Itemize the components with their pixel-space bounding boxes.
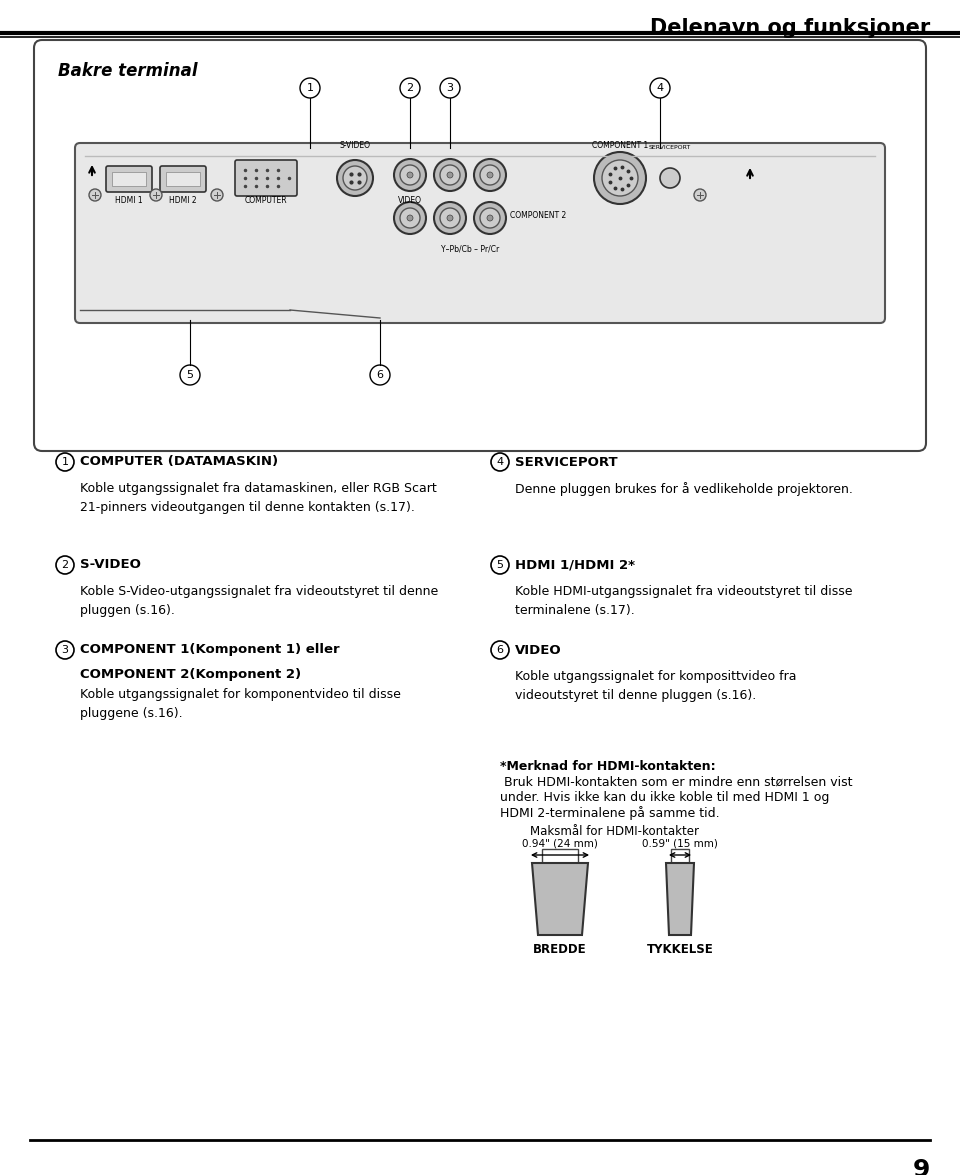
Bar <box>112 172 146 186</box>
Circle shape <box>343 166 367 190</box>
Text: 0.59" (15 mm): 0.59" (15 mm) <box>642 839 718 850</box>
Circle shape <box>480 165 500 184</box>
Text: 9: 9 <box>913 1159 930 1175</box>
Text: COMPONENT 1(Komponent 1) eller: COMPONENT 1(Komponent 1) eller <box>80 644 340 657</box>
Circle shape <box>56 556 74 575</box>
Text: 3: 3 <box>61 645 68 654</box>
Circle shape <box>440 165 460 184</box>
Circle shape <box>300 78 320 98</box>
FancyBboxPatch shape <box>235 160 297 196</box>
Text: S-VIDEO: S-VIDEO <box>340 141 371 150</box>
Circle shape <box>660 168 680 188</box>
Circle shape <box>594 152 646 204</box>
Circle shape <box>474 202 506 234</box>
Text: COMPUTER (DATAMASKIN): COMPUTER (DATAMASKIN) <box>80 456 278 469</box>
Circle shape <box>400 208 420 228</box>
Text: Maksmål for HDMI-kontakter: Maksmål for HDMI-kontakter <box>531 825 700 838</box>
FancyBboxPatch shape <box>160 166 206 192</box>
Text: Denne pluggen brukes for å vedlikeholde projektoren.: Denne pluggen brukes for å vedlikeholde … <box>515 482 852 496</box>
Circle shape <box>337 160 373 196</box>
Text: VIDEO: VIDEO <box>515 644 562 657</box>
Circle shape <box>56 454 74 471</box>
Text: COMPUTER: COMPUTER <box>245 196 287 204</box>
Circle shape <box>150 189 162 201</box>
Text: COMPONENT 2: COMPONENT 2 <box>510 210 566 220</box>
Circle shape <box>370 365 390 385</box>
Text: HDMI 2-terminalene på samme tid.: HDMI 2-terminalene på samme tid. <box>500 806 720 820</box>
Circle shape <box>491 642 509 659</box>
Circle shape <box>434 159 466 192</box>
Circle shape <box>491 556 509 575</box>
Circle shape <box>56 642 74 659</box>
Circle shape <box>447 172 453 177</box>
Circle shape <box>474 159 506 192</box>
Circle shape <box>394 202 426 234</box>
Text: 5: 5 <box>496 560 503 570</box>
Text: COMPONENT 2(Komponent 2): COMPONENT 2(Komponent 2) <box>80 669 301 682</box>
Circle shape <box>491 454 509 471</box>
Text: Koble utgangssignalet fra datamaskinen, eller RGB Scart
21-pinners videoutgangen: Koble utgangssignalet fra datamaskinen, … <box>80 482 437 513</box>
Text: Koble S-Video-utgangssignalet fra videoutstyret til denne
pluggen (s.16).: Koble S-Video-utgangssignalet fra videou… <box>80 585 439 617</box>
Bar <box>166 172 200 186</box>
Circle shape <box>434 202 466 234</box>
Text: 5: 5 <box>186 370 194 380</box>
FancyBboxPatch shape <box>106 166 152 192</box>
Text: BREDDE: BREDDE <box>533 944 587 956</box>
Text: 6: 6 <box>496 645 503 654</box>
Circle shape <box>650 78 670 98</box>
Bar <box>671 850 689 862</box>
Circle shape <box>440 78 460 98</box>
Text: VIDEO: VIDEO <box>398 196 422 204</box>
Text: 0.94" (24 mm): 0.94" (24 mm) <box>522 839 598 850</box>
Circle shape <box>487 172 493 177</box>
Bar <box>542 850 578 862</box>
Polygon shape <box>532 862 588 935</box>
Text: 4: 4 <box>496 457 504 466</box>
Text: 4: 4 <box>657 83 663 93</box>
Circle shape <box>211 189 223 201</box>
Circle shape <box>394 159 426 192</box>
Text: SERVICEPORT: SERVICEPORT <box>649 145 691 150</box>
Text: Bakre terminal: Bakre terminal <box>58 62 198 80</box>
Text: SERVICEPORT: SERVICEPORT <box>515 456 617 469</box>
Text: Koble utgangssignalet for komposittvideo fra
videoutstyret til denne pluggen (s.: Koble utgangssignalet for komposittvideo… <box>515 670 797 701</box>
Text: Y–Pb/Cb – Pr/Cr: Y–Pb/Cb – Pr/Cr <box>441 246 499 254</box>
Circle shape <box>89 189 101 201</box>
Text: 2: 2 <box>406 83 414 93</box>
Text: HDMI 1/HDMI 2*: HDMI 1/HDMI 2* <box>515 558 635 571</box>
Circle shape <box>487 215 493 221</box>
Circle shape <box>407 172 413 177</box>
Text: HDMI 1: HDMI 1 <box>115 196 143 204</box>
Circle shape <box>694 189 706 201</box>
Circle shape <box>400 165 420 184</box>
Circle shape <box>602 160 638 196</box>
Text: Koble HDMI-utgangssignalet fra videoutstyret til disse
terminalene (s.17).: Koble HDMI-utgangssignalet fra videoutst… <box>515 585 852 617</box>
Circle shape <box>480 208 500 228</box>
Circle shape <box>180 365 200 385</box>
Text: 1: 1 <box>306 83 314 93</box>
Text: Delenavn og funksjoner: Delenavn og funksjoner <box>650 18 930 38</box>
Text: Koble utgangssignalet for komponentvideo til disse
pluggene (s.16).: Koble utgangssignalet for komponentvideo… <box>80 689 401 720</box>
Circle shape <box>407 215 413 221</box>
Text: *Merknad for HDMI-kontakten:: *Merknad for HDMI-kontakten: <box>500 760 715 773</box>
Text: TYKKELSE: TYKKELSE <box>647 944 713 956</box>
Text: 3: 3 <box>446 83 453 93</box>
Circle shape <box>440 208 460 228</box>
Polygon shape <box>666 862 694 935</box>
Text: under. Hvis ikke kan du ikke koble til med HDMI 1 og: under. Hvis ikke kan du ikke koble til m… <box>500 791 829 804</box>
Text: Bruk HDMI-kontakten som er mindre enn størrelsen vist: Bruk HDMI-kontakten som er mindre enn st… <box>500 776 852 788</box>
FancyBboxPatch shape <box>75 143 885 323</box>
Circle shape <box>447 215 453 221</box>
Text: HDMI 2: HDMI 2 <box>169 196 197 204</box>
Text: 2: 2 <box>61 560 68 570</box>
Text: 1: 1 <box>61 457 68 466</box>
Text: 6: 6 <box>376 370 383 380</box>
Text: COMPONENT 1: COMPONENT 1 <box>592 141 648 150</box>
Text: S-VIDEO: S-VIDEO <box>80 558 141 571</box>
FancyBboxPatch shape <box>34 40 926 451</box>
Circle shape <box>400 78 420 98</box>
